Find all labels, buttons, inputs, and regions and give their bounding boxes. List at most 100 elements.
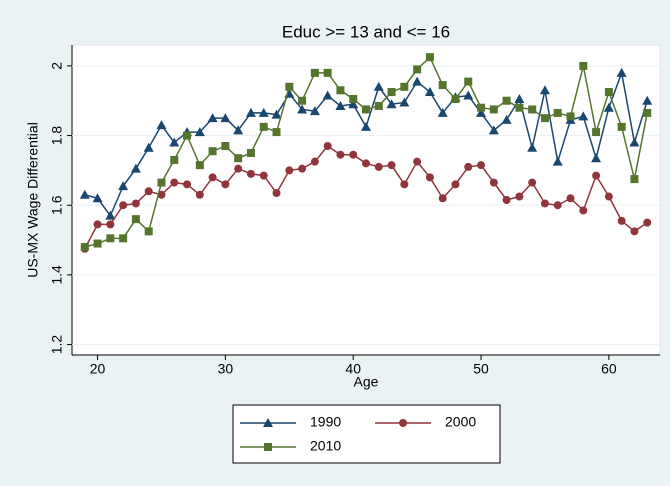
marker [451, 180, 460, 189]
marker [617, 122, 626, 131]
marker [464, 162, 473, 171]
marker [183, 180, 192, 189]
y-tick-label: 1.4 [49, 265, 65, 285]
marker [322, 90, 333, 100]
marker [233, 125, 244, 135]
marker [272, 128, 281, 137]
marker [400, 180, 409, 189]
marker [80, 243, 89, 252]
marker [592, 171, 601, 180]
marker [413, 65, 422, 74]
marker [309, 106, 320, 116]
marker [578, 111, 589, 121]
marker [539, 85, 550, 95]
marker [93, 220, 102, 229]
marker [387, 161, 396, 170]
marker [130, 163, 141, 173]
legend-label: 2000 [445, 414, 476, 430]
marker [617, 216, 626, 225]
marker [477, 161, 486, 170]
marker [464, 77, 473, 86]
marker [297, 104, 308, 114]
marker [489, 178, 498, 187]
marker [413, 157, 422, 166]
marker [234, 164, 243, 173]
marker [553, 108, 562, 117]
marker [361, 121, 371, 131]
marker [298, 164, 307, 173]
marker [438, 81, 447, 90]
marker [630, 227, 639, 236]
marker [144, 227, 153, 236]
marker [591, 153, 602, 163]
x-tick-label: 20 [90, 361, 106, 377]
x-tick-label: 30 [218, 361, 234, 377]
marker [374, 162, 383, 171]
chart-title: Educ >= 13 and <= 16 [282, 22, 450, 41]
marker [400, 82, 409, 91]
marker [234, 154, 243, 163]
marker [131, 215, 140, 224]
marker [540, 114, 549, 123]
marker [271, 109, 282, 119]
y-axis-label: US-MX Wage Differential [25, 122, 41, 278]
marker [93, 239, 102, 248]
marker [335, 100, 346, 110]
marker [285, 166, 294, 175]
marker [552, 156, 563, 166]
marker [221, 180, 230, 189]
marker [489, 105, 498, 114]
marker [272, 189, 281, 198]
marker [515, 192, 524, 201]
y-tick-label: 1.2 [49, 335, 65, 355]
marker [502, 96, 511, 105]
plot-area [71, 44, 661, 356]
marker [514, 93, 525, 103]
marker [195, 161, 204, 170]
marker [169, 137, 180, 147]
marker [616, 67, 627, 77]
marker [349, 150, 358, 159]
marker [194, 127, 205, 137]
marker [501, 114, 512, 124]
marker [170, 178, 179, 187]
marker [373, 81, 384, 91]
marker [451, 94, 460, 103]
marker [195, 190, 204, 199]
marker [412, 76, 423, 86]
marker [476, 107, 487, 117]
marker [424, 87, 435, 97]
marker [119, 201, 128, 210]
marker [579, 206, 588, 215]
marker [259, 122, 268, 131]
marker [170, 155, 179, 164]
x-tick-label: 40 [345, 361, 361, 377]
marker [643, 108, 652, 117]
marker [245, 107, 256, 117]
marker [310, 68, 319, 77]
legend-label: 1990 [310, 414, 341, 430]
marker [528, 178, 537, 187]
marker [105, 210, 116, 220]
marker [527, 142, 538, 152]
marker [349, 94, 358, 103]
marker [183, 131, 192, 140]
marker [604, 88, 613, 97]
marker [437, 107, 448, 117]
marker [106, 234, 115, 243]
marker [208, 147, 217, 156]
y-tick-label: 1.6 [49, 195, 65, 215]
marker [553, 201, 562, 210]
marker [323, 142, 332, 151]
marker [144, 187, 153, 196]
marker [336, 86, 345, 95]
legend-marker [399, 419, 407, 427]
marker [399, 97, 410, 107]
marker [566, 112, 575, 121]
marker [246, 148, 255, 157]
marker [438, 194, 447, 203]
marker [259, 171, 268, 180]
marker [336, 150, 345, 159]
marker [362, 159, 370, 168]
